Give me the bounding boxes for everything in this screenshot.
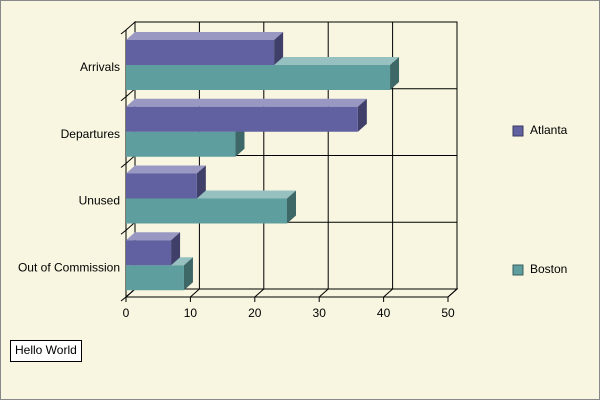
x-tick-label: 50: [441, 306, 455, 320]
y-tick-label: Unused: [79, 194, 120, 208]
bar: [126, 40, 275, 65]
annotation-box: [10, 340, 82, 362]
legend-swatch: [512, 264, 524, 276]
bar: [126, 131, 236, 157]
bar-side: [171, 232, 181, 266]
bar-side: [183, 257, 193, 291]
bar: [126, 240, 172, 266]
bar-top: [126, 98, 367, 107]
y-tick-label: Departures: [61, 127, 120, 141]
bar: [126, 265, 184, 291]
bar-top: [126, 32, 284, 40]
x-tick-label: 10: [184, 306, 198, 320]
y-tick-label: Arrivals: [80, 60, 120, 74]
x-tick-label: 40: [377, 306, 391, 320]
x-tick-label: 0: [123, 306, 130, 320]
bar-side: [235, 123, 245, 157]
y-tick: [120, 229, 127, 235]
annotation: Hello World: [15, 343, 77, 357]
bar: [126, 198, 287, 224]
bar-side: [357, 98, 367, 132]
bar-side: [390, 57, 400, 90]
bar-top: [126, 165, 206, 174]
y-tick-label: Out of Commission: [18, 260, 120, 274]
bar: [126, 65, 391, 90]
bar: [126, 173, 197, 199]
bar-side: [196, 165, 206, 199]
x-tick-label: 30: [313, 306, 327, 320]
y-tick: [120, 163, 127, 168]
grid-line: [447, 22, 458, 298]
legend-label: Atlanta: [530, 123, 568, 137]
y-tick: [120, 296, 127, 302]
legend-label: Boston: [530, 262, 567, 276]
y-tick: [120, 96, 127, 102]
grid-line: [383, 22, 394, 298]
legend-swatch: [512, 125, 524, 137]
bar-top: [126, 232, 181, 241]
bar-side: [274, 32, 284, 65]
bar-side: [287, 190, 296, 224]
bar: [126, 106, 358, 132]
y-tick: [120, 29, 127, 35]
x-tick-label: 20: [248, 306, 262, 320]
